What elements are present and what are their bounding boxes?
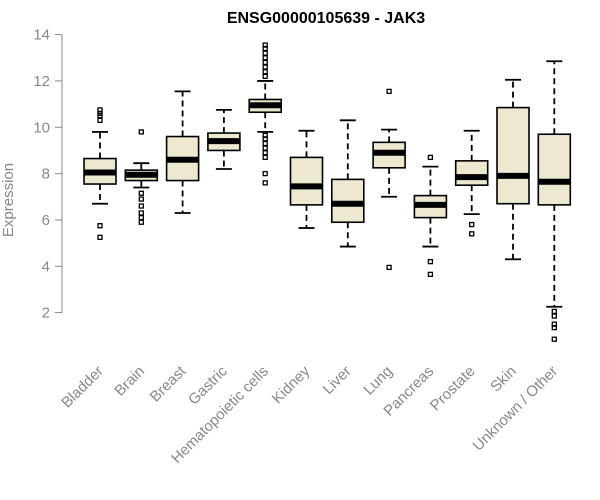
box-group-brain (124, 129, 159, 225)
y-tick-label: 4 (42, 258, 50, 275)
outlier-point (97, 107, 103, 113)
box-group-prostate (454, 129, 489, 237)
box-iqr (537, 133, 572, 206)
x-tick-label: Lung (360, 363, 396, 399)
boxes-group (83, 42, 572, 342)
outlier-point (138, 219, 144, 225)
y-tick-label: 10 (33, 119, 50, 136)
outlier-point (469, 221, 475, 228)
y-axis-label: Expression (0, 163, 17, 237)
outlier-point (262, 42, 268, 48)
box-group-bladder (83, 107, 117, 240)
box-group-pancreas (413, 154, 448, 278)
box-group-kidney (289, 129, 324, 229)
outlier-point (262, 69, 268, 75)
outlier-point (262, 154, 268, 161)
outlier-point (97, 223, 103, 229)
outlier-point (138, 196, 144, 202)
outlier-point (262, 64, 268, 70)
y-tick-label: 12 (33, 73, 50, 90)
outlier-point (262, 50, 268, 56)
box-group-unknown-other (537, 60, 572, 342)
outlier-point (262, 132, 268, 139)
x-tick-label: Bladder (58, 363, 107, 412)
outlier-point (262, 73, 268, 79)
outlier-point (138, 203, 144, 209)
outlier-point (386, 264, 392, 271)
chart-title: ENSG00000105639 - JAK3 (227, 10, 425, 27)
outlier-point (262, 170, 268, 177)
outlier-point (427, 258, 434, 265)
x-tick-label: Brain (111, 363, 148, 400)
outlier-point (138, 214, 144, 221)
outlier-point (262, 140, 268, 147)
y-tick-label: 14 (33, 27, 50, 44)
outlier-point (551, 321, 557, 327)
box-group-skin (496, 78, 530, 261)
outlier-point (551, 336, 557, 342)
outlier-point (262, 180, 268, 186)
x-tick-label: Kidney (269, 362, 314, 407)
box-group-lung (372, 88, 406, 271)
outlier-point (262, 55, 268, 61)
x-tick-label: Skin (487, 363, 520, 396)
outlier-point (262, 59, 268, 66)
y-axis: 2 4 6 8 10 12 14 (33, 27, 63, 322)
outlier-point (262, 150, 268, 156)
outlier-point (97, 234, 103, 240)
x-tick-label: Breast (147, 362, 190, 405)
outlier-point (427, 271, 434, 278)
outlier-point (138, 210, 144, 216)
y-tick-label: 8 (42, 166, 50, 183)
box-group-breast (165, 90, 200, 214)
x-tick-label: Prostate (427, 363, 479, 415)
outlier-point (427, 154, 434, 161)
outlier-point (138, 190, 144, 196)
outlier-point (262, 145, 268, 151)
outlier-point (551, 313, 557, 319)
box-iqr (454, 160, 489, 186)
outlier-point (386, 88, 392, 95)
x-tick-label: Liver (320, 363, 355, 398)
box-iqr (496, 106, 530, 205)
y-tick-label: 2 (42, 305, 50, 322)
box-group-gastric (207, 109, 241, 170)
box-group-hematopoietic-cells (248, 42, 282, 186)
outlier-point (97, 117, 103, 123)
outlier-point (138, 129, 144, 135)
y-tick-label: 6 (42, 212, 50, 229)
box-iqr (289, 156, 324, 206)
outlier-point (551, 308, 557, 315)
outlier-point (469, 231, 475, 237)
box-group-liver (330, 119, 365, 248)
